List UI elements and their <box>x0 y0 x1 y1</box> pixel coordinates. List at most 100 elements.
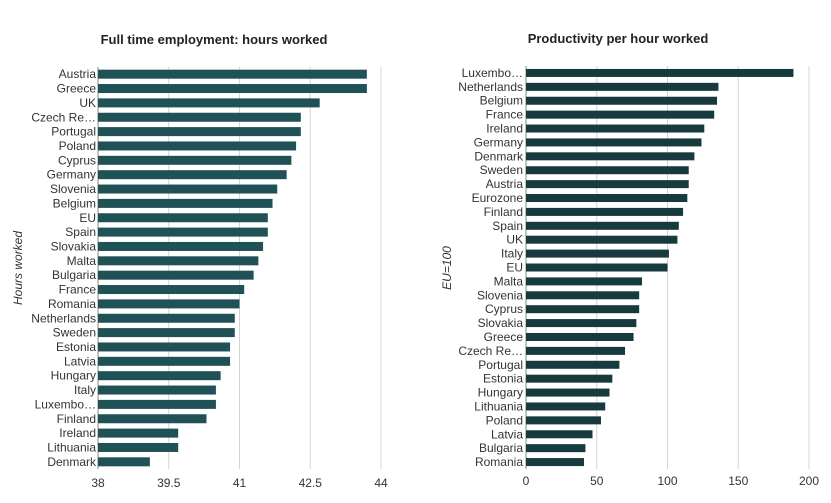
bar[interactable] <box>526 360 620 369</box>
category-label: Malta <box>494 274 524 288</box>
bar[interactable] <box>98 299 240 309</box>
category-label: Germany <box>47 168 96 182</box>
category-label: UK <box>506 233 523 247</box>
bar[interactable] <box>98 141 297 151</box>
x-tick-label: 200 <box>799 474 819 488</box>
bar[interactable] <box>98 385 216 395</box>
bar[interactable] <box>526 430 593 439</box>
category-label: France <box>486 108 524 122</box>
x-tick-label: 39.5 <box>157 476 181 490</box>
bar[interactable] <box>98 414 207 424</box>
category-label: Netherlands <box>31 311 96 325</box>
bar[interactable] <box>98 213 268 223</box>
category-label: Slovenia <box>50 182 96 196</box>
bar[interactable] <box>98 356 231 366</box>
bar[interactable] <box>526 152 695 161</box>
x-tick-label: 38 <box>91 476 105 490</box>
bar[interactable] <box>98 198 273 208</box>
category-label: Luxembo… <box>35 397 96 411</box>
bar[interactable] <box>98 112 301 122</box>
bar[interactable] <box>98 342 231 352</box>
category-label: Hungary <box>478 386 523 400</box>
bar[interactable] <box>98 270 254 280</box>
bar[interactable] <box>98 457 150 467</box>
bar[interactable] <box>526 346 626 355</box>
bar[interactable] <box>98 442 179 452</box>
bar[interactable] <box>98 69 367 79</box>
bar[interactable] <box>98 313 235 323</box>
category-label: Poland <box>486 413 523 427</box>
bar[interactable] <box>526 82 719 91</box>
category-label: Bulgaria <box>479 441 523 455</box>
category-label: Ireland <box>59 426 96 440</box>
bar[interactable] <box>98 399 216 409</box>
category-label: Italy <box>501 247 523 261</box>
category-label: Slovenia <box>477 288 523 302</box>
bar[interactable] <box>526 207 684 216</box>
bar[interactable] <box>98 371 221 381</box>
bar[interactable] <box>526 319 637 328</box>
category-label: Estonia <box>56 340 96 354</box>
bar[interactable] <box>526 402 606 411</box>
bar[interactable] <box>98 184 278 194</box>
x-tick-label: 41 <box>233 476 247 490</box>
category-label: Finland <box>57 412 96 426</box>
category-label: Eurozone <box>472 191 524 205</box>
bar[interactable] <box>526 277 643 286</box>
bar[interactable] <box>526 305 640 314</box>
category-label: Spain <box>492 219 523 233</box>
bar[interactable] <box>526 291 640 300</box>
category-label: Sweden <box>53 326 96 340</box>
category-label: Cyprus <box>58 153 96 167</box>
bar[interactable] <box>526 388 610 397</box>
category-label: Ireland <box>486 122 523 136</box>
bar[interactable] <box>98 98 320 108</box>
chart-1-title: Full time employment: hours worked <box>101 32 328 47</box>
bar[interactable] <box>98 328 235 338</box>
bar[interactable] <box>526 263 668 272</box>
category-label: Italy <box>74 383 96 397</box>
bar[interactable] <box>526 180 689 189</box>
category-label: Slovakia <box>478 316 524 330</box>
bar[interactable] <box>526 166 689 175</box>
x-tick-label: 100 <box>657 474 677 488</box>
x-tick-label: 42.5 <box>299 476 323 490</box>
bar[interactable] <box>526 138 702 147</box>
bar[interactable] <box>98 155 292 165</box>
bar[interactable] <box>526 444 586 453</box>
category-label: Luxembo… <box>462 66 523 80</box>
category-label: Denmark <box>474 149 524 163</box>
category-label: Sweden <box>480 163 523 177</box>
category-label: Slovakia <box>51 239 97 253</box>
bar[interactable] <box>526 221 679 230</box>
bar[interactable] <box>526 374 613 383</box>
bar[interactable] <box>98 285 245 295</box>
category-label: Greece <box>484 330 524 344</box>
bar[interactable] <box>98 241 264 251</box>
bar[interactable] <box>98 227 268 237</box>
bar[interactable] <box>98 256 259 266</box>
bar[interactable] <box>98 127 301 137</box>
category-label: Romania <box>48 297 96 311</box>
category-label: Cyprus <box>485 302 523 316</box>
bar[interactable] <box>526 416 601 425</box>
bar[interactable] <box>98 84 367 94</box>
bar[interactable] <box>526 96 718 105</box>
category-label: Denmark <box>47 455 97 469</box>
bar[interactable] <box>526 249 669 258</box>
bar[interactable] <box>526 110 715 119</box>
bar[interactable] <box>526 124 705 133</box>
bar[interactable] <box>526 68 794 77</box>
bar[interactable] <box>526 332 634 341</box>
chart-1-ylabel: Hours worked <box>11 231 25 305</box>
bar[interactable] <box>98 170 287 180</box>
bar[interactable] <box>526 458 585 467</box>
category-label: Austria <box>59 67 97 81</box>
category-label: Poland <box>59 139 96 153</box>
x-tick-label: 0 <box>523 474 530 488</box>
category-label: Latvia <box>491 427 523 441</box>
bar[interactable] <box>526 194 688 203</box>
bar[interactable] <box>526 235 678 244</box>
bar[interactable] <box>98 428 179 438</box>
x-tick-label: 150 <box>728 474 748 488</box>
